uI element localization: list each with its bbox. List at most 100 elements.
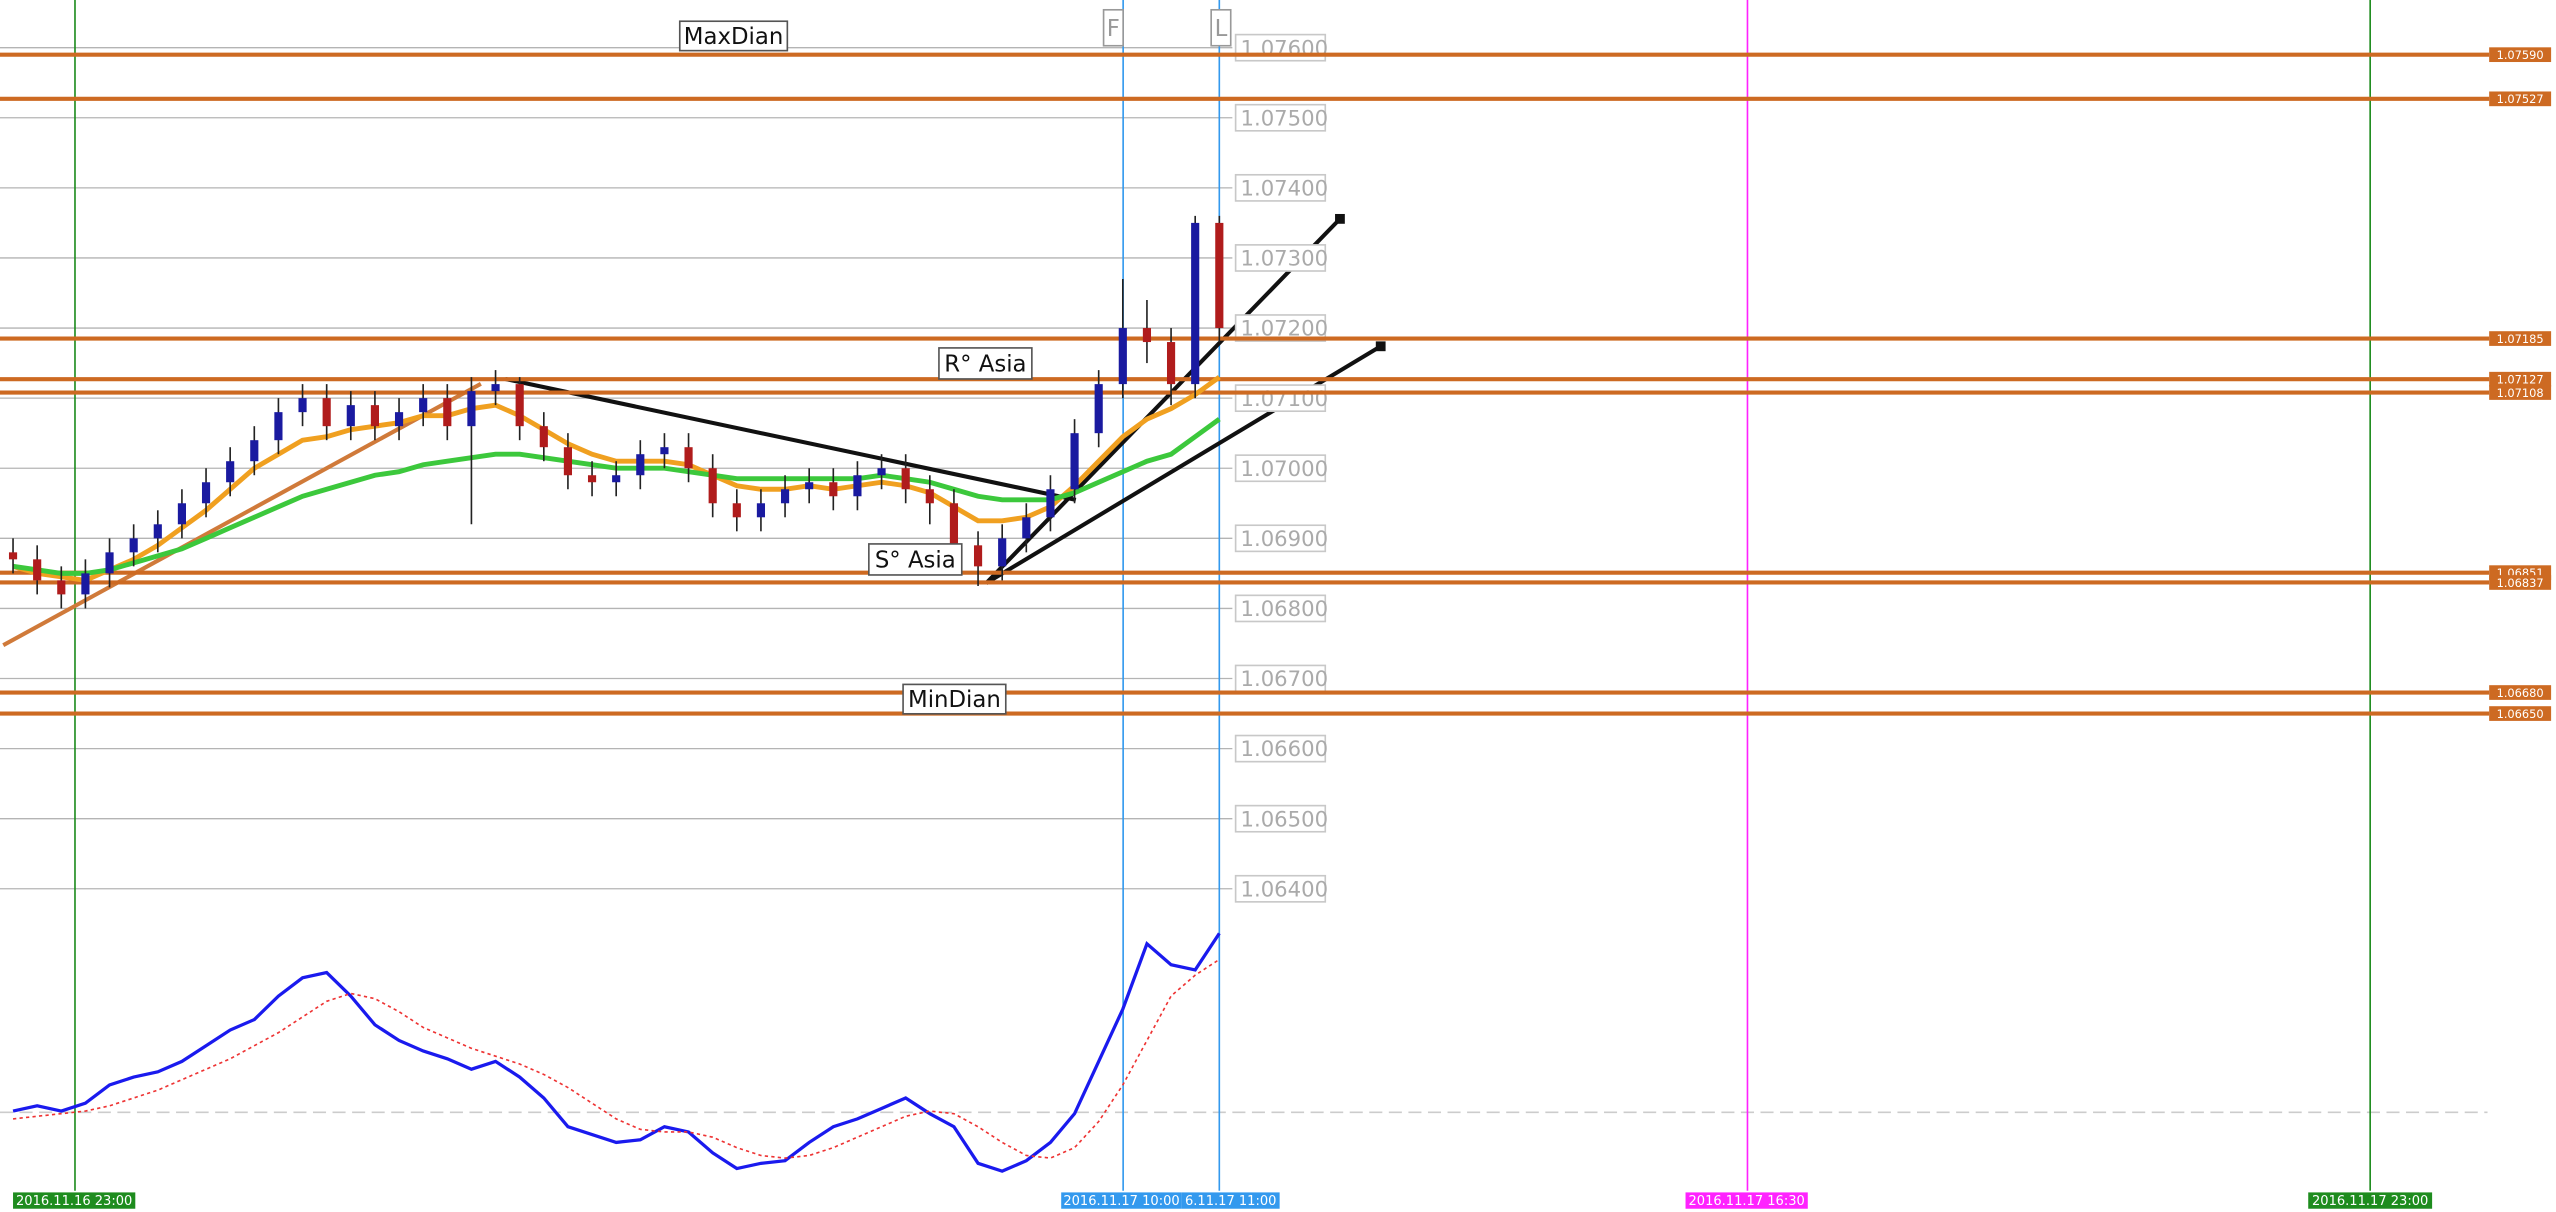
candle-body — [949, 503, 959, 546]
level-label-box — [2489, 706, 2552, 721]
price-label-box — [1234, 524, 1327, 553]
candle-body — [756, 503, 766, 518]
price-label-box — [1234, 734, 1327, 763]
annotation: S° Asia — [875, 548, 956, 574]
candle-body — [1094, 384, 1103, 434]
candle-body — [57, 580, 66, 595]
level-label: 1.06650 — [2497, 707, 2544, 721]
trend-line — [504, 376, 1077, 502]
trend-line — [984, 217, 1342, 585]
candle-body — [1118, 328, 1127, 385]
price-label-box — [1234, 103, 1327, 132]
candle-body — [925, 489, 934, 504]
price-label-box — [1234, 874, 1327, 903]
y-tick-label: 1.06500 — [1241, 807, 1329, 832]
candle-body — [660, 447, 669, 455]
price-label-box — [1234, 173, 1327, 202]
candle-body — [129, 538, 138, 553]
candle-body — [443, 398, 452, 427]
time-label-box — [1181, 1192, 1280, 1209]
candle-body — [636, 454, 645, 476]
candle-body — [226, 461, 235, 483]
candle-body — [419, 398, 428, 413]
candle-body — [1070, 433, 1079, 490]
level-label-box — [2489, 331, 2552, 346]
y-tick-label: 1.06800 — [1241, 597, 1329, 622]
y-tick-label: 1.07400 — [1241, 176, 1329, 201]
candle-body — [515, 384, 524, 427]
level-label: 1.07590 — [2497, 48, 2544, 62]
y-tick-label: 1.07300 — [1241, 247, 1329, 272]
candle-body — [250, 440, 259, 462]
level-label-box — [2489, 91, 2552, 107]
level-label-box — [2489, 685, 2552, 700]
candle-body — [901, 468, 910, 490]
annotation-box — [868, 543, 963, 576]
candle-body — [684, 447, 693, 469]
price-label-box — [1234, 804, 1327, 833]
time-label: 2016.11.17 16:30 — [1688, 1194, 1804, 1209]
y-tick-label: 1.06600 — [1241, 737, 1329, 762]
y-tick-label: 1.06400 — [1241, 877, 1329, 902]
y-tick-label: 1.06700 — [1241, 667, 1329, 692]
time-label: 2016.11.16 23:00 — [16, 1194, 132, 1209]
annotation: L — [1215, 16, 1228, 42]
candle-body — [274, 412, 283, 441]
candle-body — [732, 503, 741, 518]
price-label-box — [1234, 594, 1327, 623]
candle-body — [998, 538, 1007, 567]
moving-average — [12, 375, 1221, 583]
candle-body — [587, 475, 597, 483]
candle-body — [201, 482, 211, 504]
price-label-box — [1234, 454, 1327, 483]
time-label: 6.11.17 11:00 — [1185, 1194, 1276, 1209]
y-tick-label: 1.07600 — [1241, 36, 1329, 61]
annotation: MaxDian — [684, 24, 783, 50]
level-label: 1.06837 — [2497, 576, 2544, 590]
level-label: 1.06680 — [2497, 686, 2544, 700]
candle-body — [1142, 328, 1152, 343]
level-label: 1.07527 — [2497, 92, 2544, 106]
annotation: R° Asia — [944, 352, 1026, 378]
candle-body — [1215, 222, 1224, 329]
candle-body — [805, 482, 814, 490]
annotation-box — [678, 20, 789, 52]
candle-body — [973, 545, 983, 567]
candle-body — [105, 552, 114, 574]
candle-body — [1046, 489, 1055, 518]
candle-body — [153, 524, 162, 539]
candle-body — [322, 398, 331, 427]
annotation: MinDian — [908, 687, 1001, 713]
candle-body — [467, 391, 476, 427]
annotation: F — [1107, 16, 1120, 42]
oscillator-line — [12, 932, 1221, 1173]
level-label-box — [2489, 385, 2552, 400]
candle-body — [1022, 517, 1031, 539]
candle-body — [563, 447, 573, 476]
y-tick-label: 1.07500 — [1241, 106, 1329, 131]
candle-body — [298, 398, 307, 413]
candle-body — [853, 475, 862, 497]
level-label-box — [2489, 371, 2552, 387]
candle-body — [491, 384, 500, 392]
trend-handle — [1335, 213, 1345, 224]
candle-body — [539, 426, 548, 448]
trend-line — [2, 382, 482, 647]
annotation-box — [902, 683, 1007, 715]
time-label-box — [1685, 1192, 1808, 1209]
candle-body — [394, 412, 404, 427]
time-label-box — [2308, 1192, 2433, 1209]
time-label: 2016.11.17 10:00 — [1063, 1194, 1179, 1209]
price-label-box — [1234, 384, 1327, 413]
candle-body — [877, 468, 886, 476]
candle-body — [708, 468, 717, 504]
trend-handle — [1375, 341, 1386, 352]
annotation-box — [1102, 8, 1124, 47]
time-label-box — [1061, 1192, 1182, 1209]
time-label: 2016.11.17 23:00 — [2312, 1194, 2428, 1209]
candle-body — [1166, 342, 1176, 385]
y-tick-label: 1.07000 — [1241, 457, 1329, 482]
candle-body — [1191, 222, 1200, 385]
